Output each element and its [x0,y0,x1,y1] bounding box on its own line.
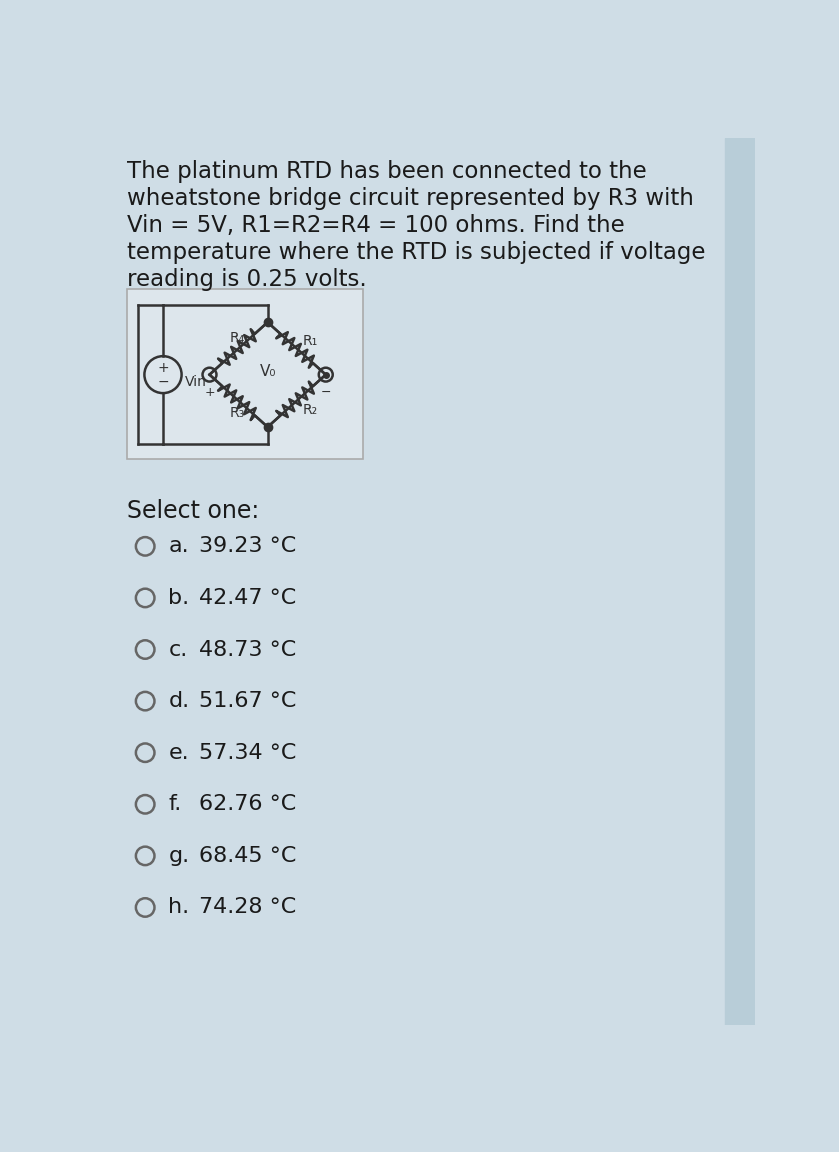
Text: R₂: R₂ [303,403,318,417]
Text: Vin: Vin [185,376,206,389]
Text: 51.67 °C: 51.67 °C [200,691,297,711]
Text: The platinum RTD has been connected to the: The platinum RTD has been connected to t… [127,160,646,183]
Text: reading is 0.25 volts.: reading is 0.25 volts. [127,267,367,290]
Text: 48.73 °C: 48.73 °C [200,639,297,659]
Text: e.: e. [169,743,189,763]
Text: 62.76 °C: 62.76 °C [200,794,297,814]
Text: +: + [157,362,169,376]
Text: R₄: R₄ [229,331,245,344]
Text: V₀: V₀ [259,364,276,379]
Text: 39.23 °C: 39.23 °C [200,537,297,556]
Text: temperature where the RTD is subjected if voltage: temperature where the RTD is subjected i… [127,241,705,264]
Text: −: − [157,376,169,389]
Text: f.: f. [169,794,182,814]
Text: 57.34 °C: 57.34 °C [200,743,297,763]
Text: 68.45 °C: 68.45 °C [200,846,297,866]
Text: 74.28 °C: 74.28 °C [200,897,297,917]
Text: g.: g. [169,846,190,866]
Text: −: − [320,386,331,400]
Text: R₁: R₁ [303,334,318,348]
Text: c.: c. [169,639,188,659]
Bar [725,138,755,1025]
Text: Vin = 5V, R1=R2=R4 = 100 ohms. Find the: Vin = 5V, R1=R2=R4 = 100 ohms. Find the [127,214,624,236]
Text: d.: d. [169,691,190,711]
FancyBboxPatch shape [127,289,363,458]
Text: h.: h. [169,897,190,917]
Text: a.: a. [169,537,189,556]
Text: +: + [204,386,215,400]
Text: R₃: R₃ [229,407,245,420]
Text: Select one:: Select one: [127,499,258,523]
Text: b.: b. [169,588,190,608]
Text: wheatstone bridge circuit represented by R3 with: wheatstone bridge circuit represented by… [127,187,694,210]
Text: 42.47 °C: 42.47 °C [200,588,297,608]
